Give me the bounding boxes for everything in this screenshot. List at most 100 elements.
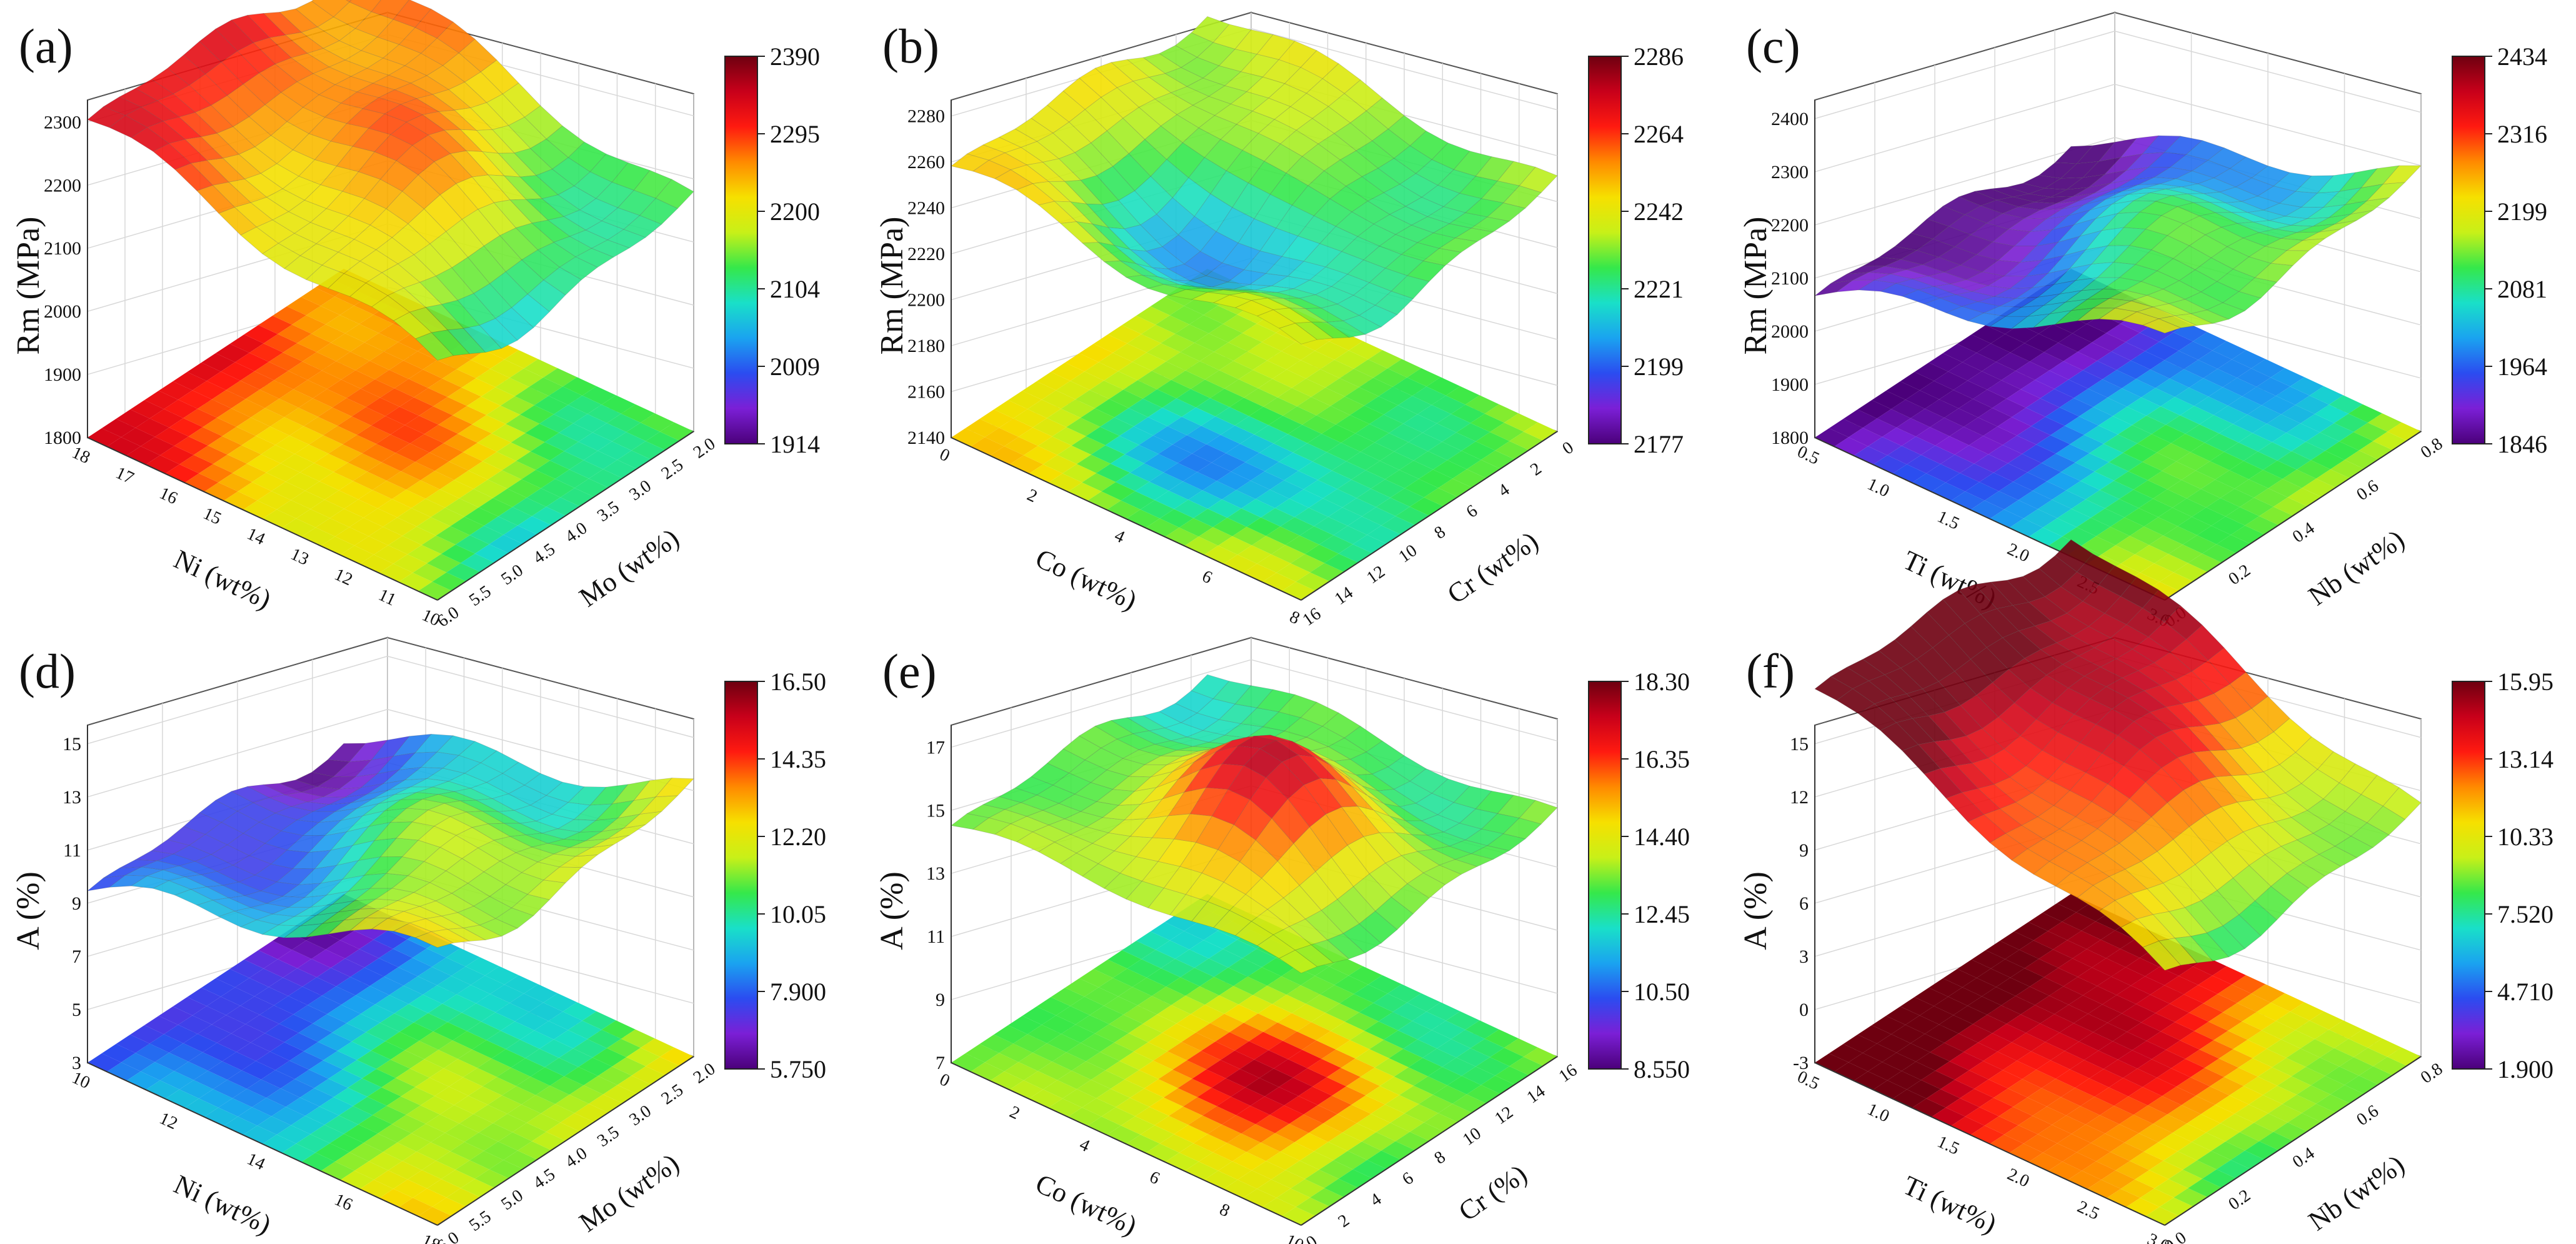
y-tick-label: 2 xyxy=(1527,459,1545,479)
z-tick-label: 2300 xyxy=(44,112,81,133)
colorbar-tick-label: 2199 xyxy=(1634,353,1684,381)
y-tick-label: 0 xyxy=(1303,1231,1321,1244)
colorbar-tick-label: 2081 xyxy=(2497,275,2547,303)
colorbar-tick-label: 1914 xyxy=(770,430,820,458)
y-tick-label: 3.0 xyxy=(626,1101,654,1130)
colorbar: 2434 2316 2199 2081 1964 1846 xyxy=(2452,43,2547,458)
y-tick-label: 10 xyxy=(1395,541,1421,566)
y-tick-label: 12 xyxy=(1491,1103,1517,1128)
x-tick-label: 2 xyxy=(1024,485,1041,506)
z-tick-label: 1900 xyxy=(44,364,81,385)
colorbar-gradient xyxy=(724,56,758,444)
z-tick-label: -3 xyxy=(1793,1053,1809,1073)
y-tick-label: 6.0 xyxy=(434,603,462,631)
z-tick-label: 3 xyxy=(72,1053,81,1073)
y-tick-label: 4.0 xyxy=(562,1143,591,1171)
x-tick-label: 13 xyxy=(287,544,311,569)
y-axis-title: Mo (wt%) xyxy=(574,1148,684,1238)
x-tick-label: 16 xyxy=(331,1190,355,1215)
surface-mesh xyxy=(1814,135,2422,334)
colorbar-tick-label: 12.20 xyxy=(770,823,826,851)
y-tick-label: 3.0 xyxy=(626,476,654,504)
colorbar-tick-label: 14.40 xyxy=(1634,823,1690,851)
colorbar-tick-label: 5.750 xyxy=(770,1055,826,1083)
z-axis: 7 9 11 13 15 17 A (%) xyxy=(874,725,952,1073)
x-axis-title: Co (wt%) xyxy=(1031,543,1142,616)
z-tick-label: 2200 xyxy=(907,290,945,311)
z-tick-label: 13 xyxy=(62,787,81,808)
y-tick-label: 0 xyxy=(1559,438,1577,458)
y-tick-label: 2.0 xyxy=(690,434,719,462)
colorbar-tick-label: 2009 xyxy=(770,353,820,381)
z-tick-label: 2280 xyxy=(907,106,945,127)
z-tick-label: 2200 xyxy=(1771,215,1809,236)
panel-label: (b) xyxy=(882,19,939,73)
y-tick-label: 0.4 xyxy=(2289,518,2318,546)
y-tick-label: 4 xyxy=(1495,480,1513,501)
z-tick-label: 7 xyxy=(936,1053,945,1073)
x-axis-title: Co (wt%) xyxy=(1031,1168,1142,1241)
z-axis: 3 5 7 9 11 13 15 A (%) xyxy=(11,725,88,1073)
z-axis: 1800 1900 2000 2100 2200 2300 2400 Rm (MPa) xyxy=(1738,100,1815,448)
colorbar-tick-label: 1846 xyxy=(2497,430,2547,458)
colorbar-tick-label: 2177 xyxy=(1634,430,1684,458)
y-tick-label: 2.0 xyxy=(690,1059,719,1087)
y-tick-label: 8 xyxy=(1431,522,1449,543)
y-tick-label: 10 xyxy=(1459,1124,1485,1150)
colorbar-tick-label: 7.520 xyxy=(2497,900,2554,928)
z-tick-label: 1800 xyxy=(44,428,81,448)
colorbar-tick-label: 2221 xyxy=(1634,275,1684,303)
y-tick-label: 0.4 xyxy=(2289,1143,2318,1171)
surface-mesh xyxy=(951,16,1558,344)
y-tick-label: 5.0 xyxy=(497,561,526,589)
z-tick-label: 2100 xyxy=(44,238,81,259)
colorbar: 16.50 14.35 12.20 10.05 7.900 5.750 xyxy=(724,668,826,1083)
y-tick-label: 14 xyxy=(1331,583,1357,609)
x-tick-label: 1.0 xyxy=(1864,474,1892,501)
z-axis-title: Rm (MPa) xyxy=(1738,217,1774,355)
z-tick-label: 2160 xyxy=(907,382,945,403)
y-axis-title: Nb (wt%) xyxy=(2303,1149,2410,1236)
surface-mesh xyxy=(86,733,694,948)
colorbar-gradient xyxy=(724,681,758,1070)
x-tick-label: 8 xyxy=(1287,607,1303,628)
colorbar: 2390 2295 2200 2104 2009 1914 xyxy=(724,43,820,458)
z-tick-label: 12 xyxy=(1790,787,1809,808)
x-tick-label: 8 xyxy=(1217,1200,1233,1221)
colorbar-tick-label: 2264 xyxy=(1634,120,1684,148)
y-axis-title: Cr (%) xyxy=(1453,1158,1532,1227)
x-axis-title: Ni (wt%) xyxy=(169,544,276,615)
x-tick-label: 16 xyxy=(156,483,180,508)
z-axis: 1800 1900 2000 2100 2200 2300 Rm (MPa) xyxy=(11,100,88,448)
y-tick-label: 0.6 xyxy=(2353,1101,2382,1130)
x-tick-label: 6 xyxy=(1147,1167,1163,1188)
z-tick-label: 2140 xyxy=(907,428,945,448)
colorbar-tick-label: 8.550 xyxy=(1634,1055,1690,1083)
y-tick-label: 3.5 xyxy=(594,1123,622,1151)
x-tick-label: 2.0 xyxy=(2004,539,2032,566)
z-tick-label: 7 xyxy=(72,946,81,967)
colorbar-tick-label: 2390 xyxy=(770,43,820,71)
y-tick-label: 0.8 xyxy=(2417,1059,2446,1087)
z-tick-label: 11 xyxy=(63,840,81,861)
z-tick-label: 3 xyxy=(1799,946,1809,967)
colorbar-tick-label: 14.35 xyxy=(770,745,826,773)
x-axis-title: Ni (wt%) xyxy=(169,1169,276,1240)
z-tick-label: 9 xyxy=(936,990,945,1010)
y-tick-label: 5.5 xyxy=(466,1207,494,1235)
y-tick-label: 0.6 xyxy=(2353,476,2382,504)
z-tick-label: 6 xyxy=(1799,893,1809,914)
panel-label: (a) xyxy=(19,19,73,73)
y-axis-title: Mo (wt%) xyxy=(574,523,684,613)
x-tick-label: 15 xyxy=(200,504,224,529)
z-tick-label: 2000 xyxy=(1771,321,1809,342)
colorbar-tick-label: 2104 xyxy=(770,275,820,303)
x-axis-title: Ti (wt%) xyxy=(1899,1170,2001,1239)
x-tick-label: 14 xyxy=(244,1149,267,1174)
contour-floor xyxy=(1815,894,2421,1225)
colorbar-tick-label: 2434 xyxy=(2497,43,2547,71)
y-tick-label: 2.5 xyxy=(658,1080,687,1108)
y-tick-label: 12 xyxy=(1363,562,1389,588)
z-axis-title: Rm (MPa) xyxy=(874,217,910,355)
